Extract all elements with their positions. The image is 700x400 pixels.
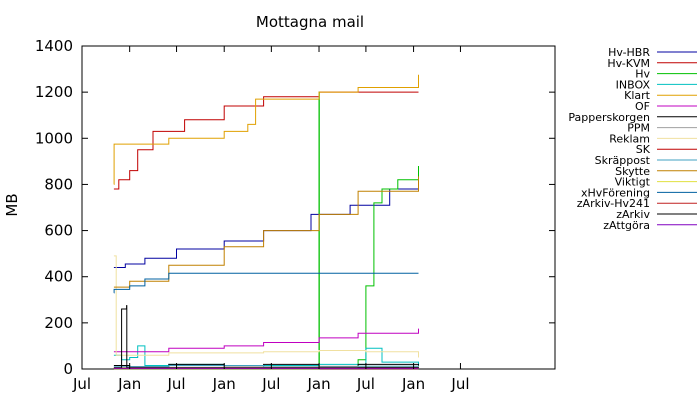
legend-label: INBOX	[616, 78, 651, 91]
legend-label: SK	[636, 143, 651, 156]
legend-label: OF	[635, 100, 650, 113]
legend-label: Klart	[624, 89, 651, 102]
y-tick-label: 200	[44, 314, 73, 332]
legend-label: zAttgöra	[603, 219, 650, 232]
y-tick-label: 0	[63, 360, 73, 378]
y-tick-label: 1000	[35, 129, 73, 147]
x-tick-label: Jul	[261, 375, 280, 393]
x-tick-label: Jan	[117, 375, 141, 393]
legend-label: Skytte	[615, 165, 650, 178]
legend-label: Skräppost	[595, 154, 651, 167]
series-layer	[113, 74, 419, 370]
y-tick-label: 600	[44, 222, 73, 240]
y-tick-label: 1200	[35, 83, 73, 101]
series-line-12	[113, 176, 419, 288]
legend-label: xHvFörening	[581, 186, 650, 199]
series-line-14	[113, 272, 419, 294]
axis-layer: 0 200 400 600 800 1000 1200 1400 Jul Jan Jul Jan Jul…	[35, 37, 555, 393]
legend-label: PPM	[627, 122, 650, 135]
series-line-2	[113, 91, 419, 190]
legend-label: zArkiv	[616, 208, 650, 221]
y-axis-label: MB	[3, 193, 21, 216]
x-tick-label: Jan	[306, 375, 330, 393]
legend-label: Viktigt	[615, 176, 651, 189]
chart-title: Mottagna mail	[256, 13, 364, 31]
legend-label: Papperskorgen	[568, 111, 650, 124]
y-tick-label: 800	[44, 175, 73, 193]
legend-label: Reklam	[609, 132, 650, 145]
x-tick-label: Jan	[401, 375, 425, 393]
series-line-5	[113, 74, 419, 185]
legend-label: Hv	[635, 68, 650, 81]
series-line-6	[113, 328, 419, 353]
legend-label: Hv-HBR	[608, 46, 650, 59]
y-tick-label: 1400	[35, 37, 73, 55]
legend: Hv-HBRHv-KVMHvINBOXKlartOFPapperskorgenP…	[568, 46, 697, 232]
series-line-16	[113, 305, 419, 369]
x-tick-label: Jul	[166, 375, 185, 393]
legend-label: zArkiv-Hv241	[577, 197, 650, 210]
legend-label: Hv-KVM	[607, 57, 650, 70]
x-tick-label: Jul	[72, 375, 91, 393]
series-line-1	[113, 167, 419, 268]
x-tick-label: Jul	[356, 375, 375, 393]
x-tick-label: Jan	[212, 375, 236, 393]
series-line-9	[113, 255, 419, 358]
x-tick-label: Jul	[450, 375, 469, 393]
y-tick-label: 400	[44, 268, 73, 286]
